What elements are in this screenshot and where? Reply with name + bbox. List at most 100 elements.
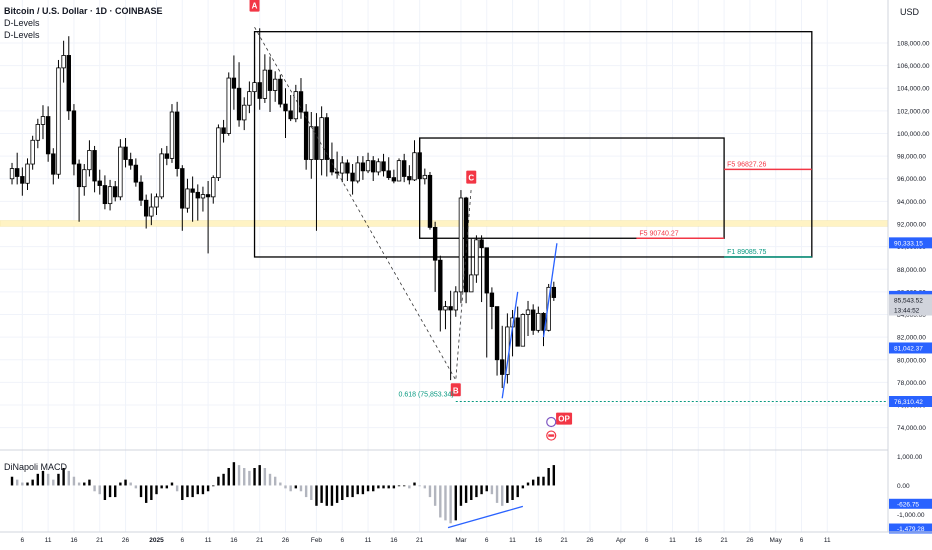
time-tick-label: 26 bbox=[122, 537, 130, 544]
candle-body bbox=[154, 196, 159, 208]
candle-body bbox=[489, 292, 495, 307]
time-tick-label: 2025 bbox=[149, 537, 164, 544]
macd-bar bbox=[531, 479, 535, 486]
candle-body bbox=[221, 127, 226, 134]
macd-bar bbox=[377, 485, 380, 489]
macd-bar bbox=[299, 485, 303, 492]
time-tick-label: 11 bbox=[824, 537, 831, 544]
candle-body bbox=[298, 91, 304, 113]
candle-body bbox=[128, 159, 133, 166]
candle-body bbox=[118, 146, 123, 198]
macd-bar bbox=[108, 485, 112, 498]
flag-icon-stripe bbox=[548, 434, 555, 437]
candle-body bbox=[438, 259, 443, 311]
macd-bar bbox=[206, 485, 210, 492]
macd-bar bbox=[320, 485, 323, 503]
macd-bar bbox=[46, 473, 50, 486]
macd-bar bbox=[501, 485, 504, 506]
price-tag bbox=[889, 396, 932, 408]
candle-body bbox=[25, 163, 30, 184]
macd-bar bbox=[21, 482, 24, 486]
indicator-label-2[interactable]: D-Levels bbox=[4, 30, 40, 40]
candle-body bbox=[143, 199, 149, 217]
macd-bar bbox=[114, 485, 117, 498]
macd-bar bbox=[175, 485, 179, 492]
candle-body bbox=[453, 291, 458, 311]
macd-bar bbox=[77, 482, 81, 486]
price-tag-label: 76,310.42 bbox=[894, 399, 923, 406]
candle-body bbox=[30, 139, 35, 165]
candle-body bbox=[9, 168, 15, 180]
candle-body bbox=[76, 163, 82, 188]
time-tick-label: 6 bbox=[800, 537, 804, 544]
macd-bar bbox=[93, 485, 96, 492]
macd-bar bbox=[428, 485, 432, 498]
macd-bar bbox=[170, 482, 174, 486]
price-tick-label: 102,000.00 bbox=[897, 108, 930, 115]
macd-bar bbox=[268, 473, 272, 486]
candle-body bbox=[252, 82, 257, 93]
candle-body bbox=[494, 306, 500, 361]
candle-body bbox=[324, 117, 329, 160]
candle-body bbox=[138, 181, 144, 201]
macd-bar bbox=[57, 473, 60, 486]
time-tick-label: 21 bbox=[561, 537, 569, 544]
price-tag-label: 81,042.37 bbox=[894, 345, 923, 352]
candle-body bbox=[169, 111, 175, 159]
macd-bar bbox=[413, 482, 416, 486]
time-tick-label: 6 bbox=[645, 537, 649, 544]
macd-tick-label: -1,479.28 bbox=[897, 526, 925, 533]
candle-body bbox=[14, 168, 20, 177]
price-tag bbox=[889, 304, 932, 316]
abc-marker-box bbox=[466, 170, 477, 184]
macd-bar bbox=[243, 468, 246, 486]
price-tick-label: 108,000.00 bbox=[897, 40, 930, 47]
fib-level-label: F5 96827.26 bbox=[727, 161, 766, 168]
macd-bar bbox=[284, 485, 287, 489]
macd-bar bbox=[119, 482, 122, 486]
time-tick-label: Apr bbox=[616, 537, 627, 544]
candle-body bbox=[350, 172, 355, 182]
macd-bar bbox=[196, 485, 199, 495]
price-tag-label: 13:44:52 bbox=[894, 307, 920, 314]
macd-bar bbox=[201, 485, 205, 495]
candle-body bbox=[267, 69, 273, 91]
macd-bar bbox=[83, 482, 86, 486]
macd-bar bbox=[232, 462, 236, 486]
macd-bar bbox=[444, 485, 447, 521]
candle-body bbox=[82, 169, 87, 188]
abc-marker-box bbox=[450, 383, 461, 397]
trendline-price-2 bbox=[542, 243, 558, 338]
candle-body bbox=[396, 160, 402, 182]
candle-body bbox=[340, 162, 345, 174]
candle-body bbox=[546, 286, 551, 331]
macd-bar bbox=[392, 485, 396, 489]
time-tick-label: 11 bbox=[365, 537, 372, 544]
candle-body bbox=[257, 82, 262, 99]
macd-bar bbox=[62, 468, 65, 486]
indicator-label-1[interactable]: D-Levels bbox=[4, 18, 40, 28]
macd-bar bbox=[402, 485, 406, 487]
time-tick-label: 21 bbox=[416, 537, 424, 544]
candle-body bbox=[401, 160, 407, 177]
candle-body bbox=[159, 153, 164, 198]
price-tag bbox=[889, 342, 932, 354]
abc-pattern-line bbox=[254, 26, 472, 382]
macd-bar bbox=[129, 482, 132, 486]
macd-bar bbox=[330, 485, 334, 506]
macd-title[interactable]: DiNapoli MACD bbox=[4, 462, 68, 472]
time-tick-label: 16 bbox=[390, 537, 398, 544]
candle-body bbox=[407, 176, 412, 181]
price-tick-label: 82,000.00 bbox=[897, 335, 926, 342]
macd-bar bbox=[160, 485, 163, 489]
candle-body bbox=[443, 306, 448, 311]
macd-bar bbox=[464, 485, 468, 503]
fib-target-label: 0.618 (75,853.34) bbox=[399, 392, 454, 399]
macd-bar bbox=[537, 476, 540, 486]
macd-bar bbox=[490, 485, 494, 495]
symbol-title[interactable]: Bitcoin / U.S. Dollar · 1D · COINBASE bbox=[4, 6, 163, 16]
op-badge bbox=[556, 412, 573, 425]
candle-body bbox=[272, 78, 278, 91]
